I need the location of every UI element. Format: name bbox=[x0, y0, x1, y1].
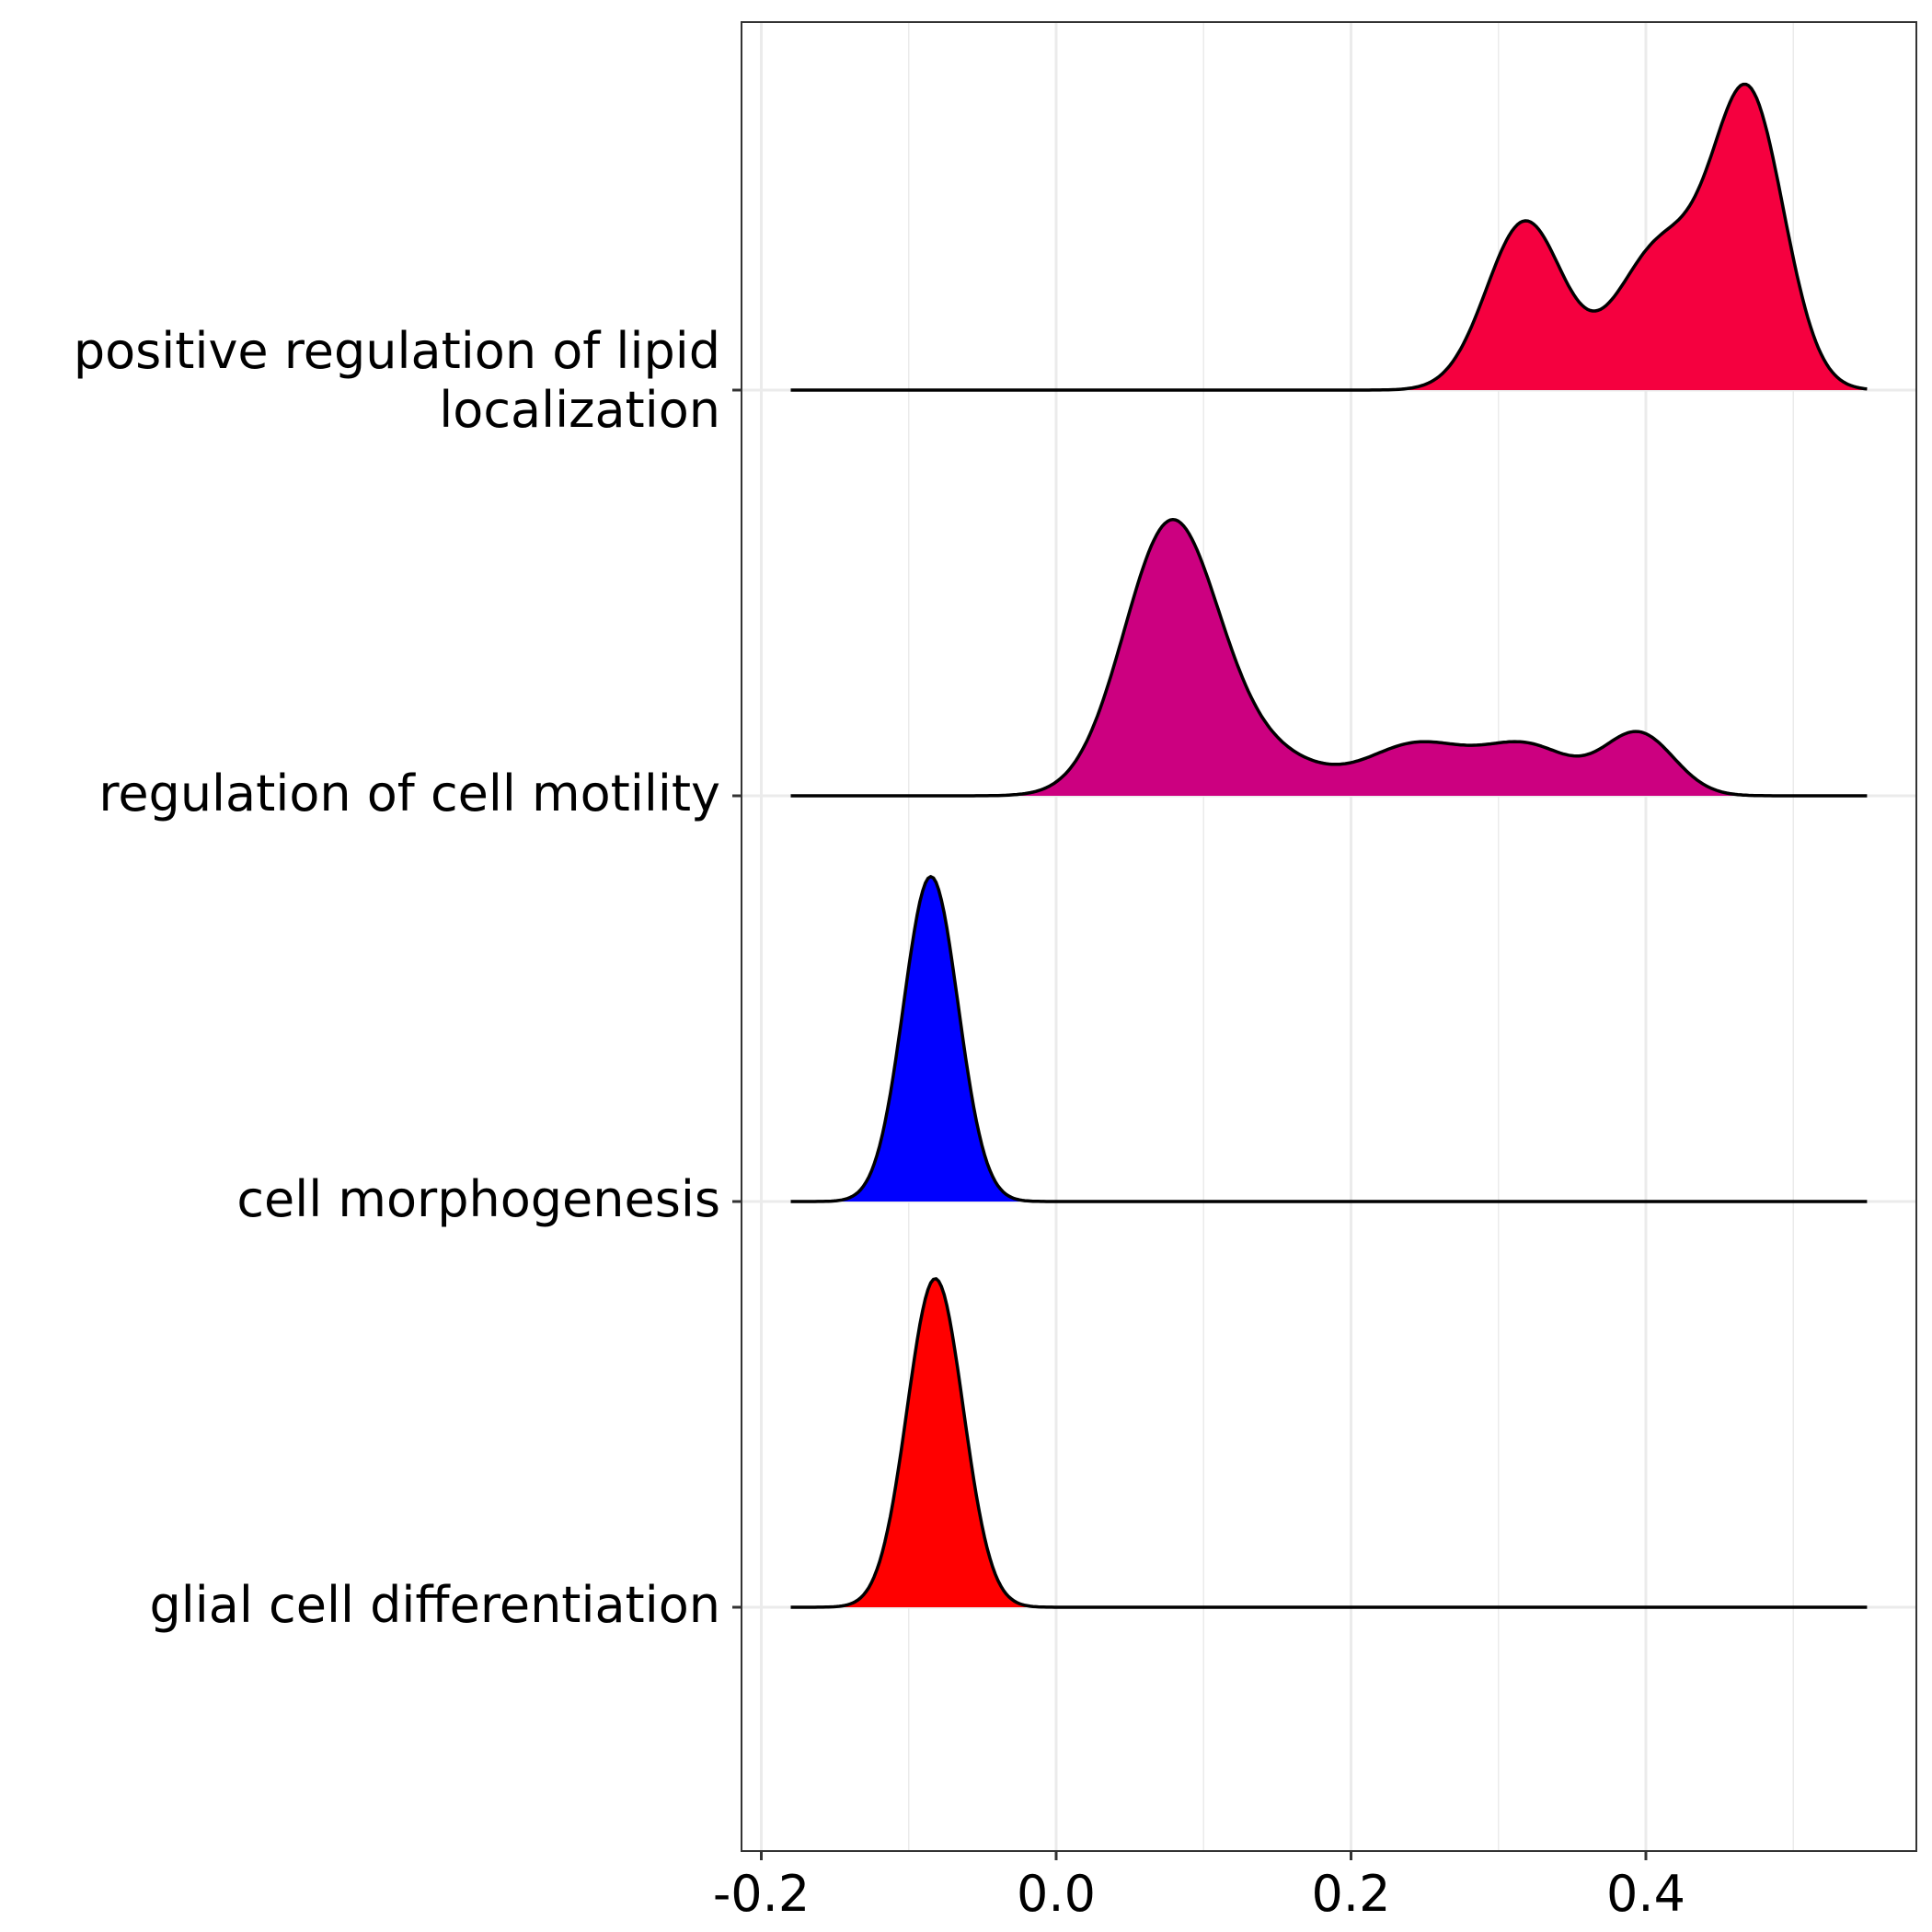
x-tick-label-1: 0.0 bbox=[1017, 1865, 1096, 1923]
ridge-fill-positive-regulation-of-lipid-localization bbox=[790, 84, 1868, 390]
plot-panel-border bbox=[741, 21, 1917, 1852]
ridge-outline-glial-cell-differentiation bbox=[790, 1277, 1868, 1609]
axes: glial cell differentiation cell morphogen… bbox=[74, 322, 1685, 1923]
ridge-outline-positive-regulation-of-lipid-localization bbox=[790, 82, 1868, 392]
ridge-outline-regulation-of-cell-motility bbox=[790, 517, 1868, 798]
x-tick-label-0: -0.2 bbox=[713, 1865, 810, 1923]
ridge-fill-glial-cell-differentiation bbox=[790, 1278, 1868, 1607]
y-tick-label-positive-regulation-of-lipid-localization: positive regulation of lipid localization bbox=[74, 322, 720, 439]
ridge-outline-cell-morphogenesis bbox=[790, 875, 1868, 1203]
y-tick-label-glial-cell-differentiation: glial cell differentiation bbox=[150, 1576, 721, 1634]
x-tick-label-3: 0.4 bbox=[1606, 1865, 1685, 1923]
y-tick-label-cell-morphogenesis: cell morphogenesis bbox=[236, 1170, 720, 1228]
ridges bbox=[790, 82, 1868, 1609]
x-tick-label-2: 0.2 bbox=[1312, 1865, 1391, 1923]
ridge-fill-cell-morphogenesis bbox=[790, 876, 1868, 1202]
y-tick-label-regulation-of-cell-motility: regulation of cell motility bbox=[98, 765, 720, 822]
